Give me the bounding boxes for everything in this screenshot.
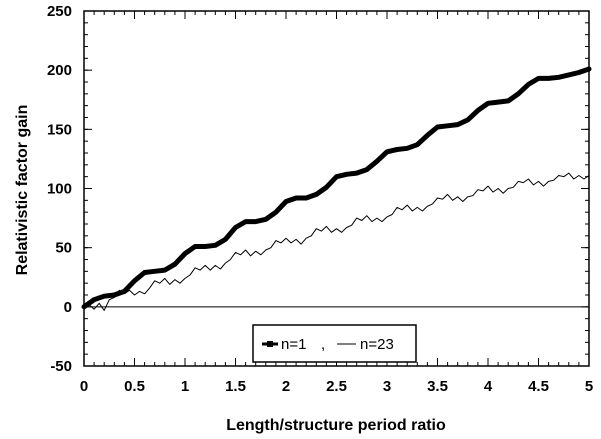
x-tick-label: 1 xyxy=(181,378,189,395)
plot-frame xyxy=(83,10,590,367)
x-axis-title: Length/structure period ratio xyxy=(226,417,446,434)
x-tick-label: 2 xyxy=(282,378,290,395)
legend-box xyxy=(252,324,417,363)
y-tick-label: 250 xyxy=(47,3,72,20)
legend-marker-n1 xyxy=(267,341,273,347)
y-tick-label: 50 xyxy=(55,240,72,257)
legend-separator: , xyxy=(321,336,325,353)
tick-labels: 0 0.5 1 1.5 2 2.5 3 3.5 4 4.5 5 -50 0 50 100 150 200 250 xyxy=(47,3,593,395)
x-tick-label: 3 xyxy=(383,378,391,395)
x-tick-label: 0.5 xyxy=(124,378,145,395)
y-tick-label: 150 xyxy=(47,121,72,138)
y-axis-title: Relativistic factor gain xyxy=(14,105,31,276)
ticks xyxy=(83,10,590,367)
series-line-n=23 xyxy=(83,172,590,311)
x-tick-label: 4.5 xyxy=(528,378,549,395)
x-tick-label: 0 xyxy=(80,378,88,395)
legend-label-n1: n=1 xyxy=(281,336,306,353)
legend-label-n23: n=23 xyxy=(360,336,394,353)
y-tick-label: 100 xyxy=(47,181,72,198)
x-tick-label: 3.5 xyxy=(427,378,448,395)
x-tick-label: 4 xyxy=(484,378,493,395)
series-line-n=1 xyxy=(81,66,592,310)
series-layer xyxy=(81,66,592,311)
y-tick-label: -50 xyxy=(50,358,72,375)
y-tick-label: 200 xyxy=(47,62,72,79)
x-tick-label: 5 xyxy=(585,378,593,395)
x-tick-label: 1.5 xyxy=(225,378,246,395)
x-tick-label: 2.5 xyxy=(326,378,347,395)
y-tick-label: 0 xyxy=(64,299,72,316)
legend: n=1 , n=23 xyxy=(252,324,417,363)
